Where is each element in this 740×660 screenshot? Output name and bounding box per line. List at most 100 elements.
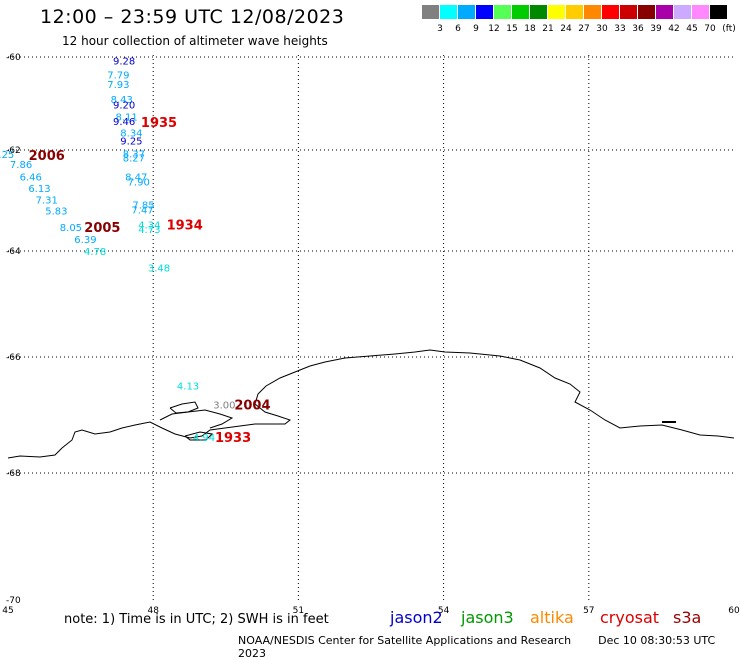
lon-tick-label: 57: [583, 606, 594, 616]
swh-value: 8.11: [115, 113, 137, 124]
bay-outline: [159, 409, 234, 429]
swh-value: 8.47: [125, 172, 147, 183]
legend-label: 45: [686, 24, 698, 34]
credit-text: NOAA/NESDIS Center for Satellite Applica…: [238, 634, 572, 647]
legend-label: 9: [473, 24, 479, 34]
footer-credit: NOAA/NESDIS Center for Satellite Applica…: [238, 634, 740, 660]
legend-swatch: [422, 5, 439, 19]
legend-swatch: [584, 5, 601, 19]
legend-swatch: [674, 5, 691, 19]
satellite-cryosat: cryosat: [600, 608, 660, 627]
swh-value: 8.25: [0, 150, 14, 161]
lat-tick-label: -66: [6, 353, 21, 363]
legend-swatch: [530, 5, 547, 19]
legend-swatch: [440, 5, 457, 19]
pass-time-labels: 1935 2006 2005 1934 2004 1933: [29, 116, 271, 446]
coastline: [7, 349, 735, 459]
lat-tick-label: -70: [6, 596, 21, 606]
pass-time: 1933: [215, 431, 251, 446]
legend-swatch: [602, 5, 619, 19]
pass-time: 2006: [29, 149, 65, 164]
legend-swatch: [638, 5, 655, 19]
legend-label: 30: [596, 24, 608, 34]
pass-time: 1934: [167, 219, 203, 234]
legend-label: 42: [668, 24, 680, 34]
satellite-s3a: s3a: [673, 608, 702, 627]
satellite-jason2: jason2: [390, 608, 443, 627]
legend-label: 21: [542, 24, 554, 34]
swh-value: 7.86: [10, 160, 32, 171]
lon-tick-label: 45: [2, 606, 13, 616]
swh-value: 4.94: [193, 433, 215, 444]
page-title: 12:00 – 23:59 UTC 12/08/2023: [40, 6, 345, 28]
legend-label: 27: [578, 24, 590, 34]
swh-value: 8.34: [120, 128, 142, 139]
axis-tick-labels: 45 48 51 54 57 60 -60 -62 -64 -66 -68 -70: [2, 53, 740, 616]
lat-tick-label: -62: [6, 146, 21, 156]
swh-value: 7.47: [131, 206, 153, 217]
swh-value: 7.93: [107, 80, 129, 91]
legend-label: 12: [488, 24, 500, 34]
swh-value: 5.83: [45, 207, 67, 218]
legend-swatch: [548, 5, 565, 19]
legend-label: 24: [560, 24, 572, 34]
lat-tick-label: -64: [6, 247, 21, 257]
legend-label: 36: [632, 24, 644, 34]
swh-observations: 9.28 7.797.93 8.439.20 8.119.468.349.25 8.37…: [0, 57, 235, 444]
lat-tick-label: -68: [6, 469, 21, 479]
legend-label: 18: [524, 24, 536, 34]
legend-swatch: [566, 5, 583, 19]
swh-value: 6.46: [20, 172, 42, 183]
legend-swatch: [710, 5, 727, 19]
legend-label: 70: [704, 24, 716, 34]
legend-swatch: [656, 5, 673, 19]
antarctic-coastline: [7, 349, 735, 459]
pass-time: 2005: [84, 221, 120, 236]
legend-swatch: [458, 5, 475, 19]
swh-value: 6.13: [28, 184, 50, 195]
swh-value: 6.39: [74, 235, 96, 246]
legend-label: 33: [614, 24, 626, 34]
swh-value: 3.48: [148, 263, 170, 274]
lon-tick-label: 48: [147, 606, 159, 616]
legend-swatch: [476, 5, 493, 19]
swh-value: 8.37: [123, 150, 145, 161]
swh-value: 7.90: [128, 177, 150, 188]
swh-value: 8.05: [60, 223, 82, 234]
swh-value: 4.73: [138, 225, 160, 236]
pass-time: 1935: [141, 116, 177, 131]
swh-value: 9.28: [113, 57, 135, 68]
legend-label: 39: [650, 24, 662, 34]
swh-value: 7.31: [36, 195, 58, 206]
lon-tick-label: 54: [438, 606, 450, 616]
legend-label: 15: [506, 24, 518, 34]
legend-label: 3: [437, 24, 443, 34]
legend-label: 6: [455, 24, 461, 34]
satellite-jason3: jason3: [461, 608, 514, 627]
swh-value: 8.43: [111, 95, 133, 106]
legend-swatch: [692, 5, 709, 19]
swh-value: 7.85: [132, 201, 154, 212]
legend-swatch: [512, 5, 529, 19]
lat-tick-label: -60: [6, 53, 21, 63]
footer-note: note: 1) Time is in UTC; 2) SWH is in fe…: [64, 612, 329, 627]
swh-value: 3.00: [213, 401, 235, 412]
legend-swatch: [494, 5, 511, 19]
swh-value: 4.34: [138, 221, 160, 232]
swh-value: 7.79: [107, 71, 129, 82]
lon-tick-label: 60: [728, 606, 740, 616]
swh-value: 4.78: [84, 247, 106, 258]
swh-value: 4.13: [177, 381, 199, 392]
pass-time: 2004: [234, 399, 270, 414]
swh-value: 8.27: [123, 154, 145, 165]
swh-value: 9.46: [113, 117, 135, 128]
legend-swatch: [620, 5, 637, 19]
lon-tick-label: 51: [293, 606, 304, 616]
page-subtitle: 12 hour collection of altimeter wave hei…: [62, 34, 328, 48]
satellite-altika: altika: [530, 608, 574, 627]
swh-value: 9.20: [113, 100, 135, 111]
island-outline: [184, 431, 214, 441]
lat-lon-grid: [8, 55, 734, 600]
swh-value: 9.25: [120, 137, 142, 148]
